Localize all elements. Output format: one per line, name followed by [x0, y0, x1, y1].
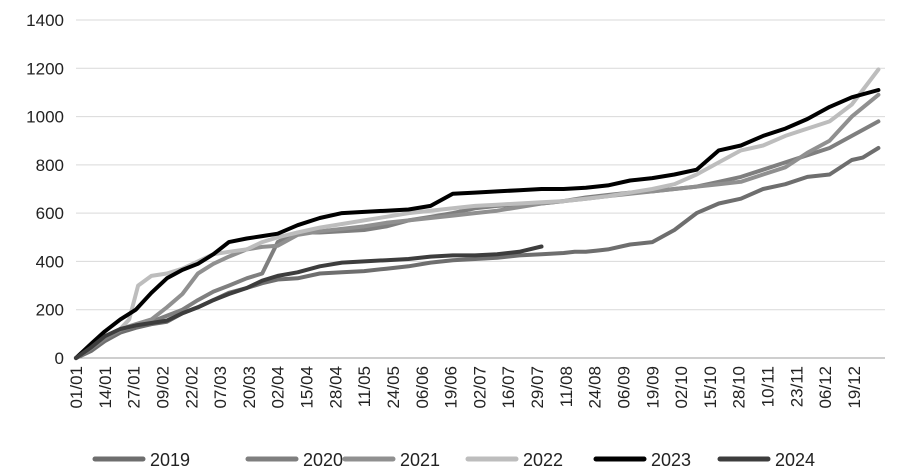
x-tick-label: 22/02: [182, 366, 201, 409]
x-tick-label: 19/09: [643, 366, 662, 409]
grid-lines: [76, 19, 885, 311]
series-line-2019: [74, 146, 881, 360]
series-lines: [74, 67, 881, 360]
x-tick-label: 15/04: [298, 366, 317, 409]
legend-label-2024: 2024: [775, 450, 815, 470]
x-tick-label: 01/01: [67, 366, 86, 409]
y-tick-label: 400: [36, 252, 64, 271]
x-tick-label: 15/10: [701, 366, 720, 409]
x-tick-label: 07/03: [211, 366, 230, 409]
x-tick-label: 24/08: [586, 366, 605, 409]
x-tick-label: 27/01: [125, 366, 144, 409]
legend-label-2023: 2023: [651, 450, 691, 470]
legend-label-2022: 2022: [523, 450, 563, 470]
y-tick-label: 1400: [26, 11, 64, 30]
x-tick-label: 19/06: [442, 366, 461, 409]
legend-label-2019: 2019: [150, 450, 190, 470]
x-tick-label: 14/01: [96, 366, 115, 409]
legend-label-2020: 2020: [303, 450, 343, 470]
x-tick-label: 10/11: [759, 366, 778, 407]
x-tick-label: 23/11: [787, 366, 806, 407]
y-tick-label: 1000: [26, 108, 64, 127]
x-tick-label: 28/04: [326, 366, 345, 409]
y-tick-label: 600: [36, 204, 64, 223]
legend: 2019 2020 2021 2022 2023 2024: [92, 450, 815, 470]
x-tick-label: 29/07: [528, 366, 547, 409]
x-tick-label: 19/12: [845, 366, 864, 409]
x-tick-label: 24/05: [384, 366, 403, 409]
y-tick-label: 0: [55, 349, 64, 368]
x-tick-label: 06/12: [816, 366, 835, 409]
y-tick-label: 800: [36, 156, 64, 175]
x-tick-label: 11/08: [557, 366, 576, 407]
legend-label-2021: 2021: [400, 450, 440, 470]
x-tick-label: 02/10: [672, 366, 691, 409]
x-tick-label: 02/04: [269, 366, 288, 409]
series-line-2020: [74, 119, 881, 360]
axes: 0 200 400 600 800 1000 1200 1400 01/01 14/01 27/01…: [26, 11, 885, 409]
y-tick-label: 1200: [26, 59, 64, 78]
x-tick-label: 09/02: [153, 366, 172, 409]
series-line-2022: [74, 67, 881, 360]
x-tick-label: 02/07: [470, 366, 489, 409]
series-line-2021: [74, 92, 881, 360]
x-tick-label: 06/09: [614, 366, 633, 409]
series-line-2023: [74, 88, 881, 360]
series-line-2024: [74, 244, 544, 360]
x-tick-label: 06/06: [413, 366, 432, 409]
x-tick-label: 11/05: [355, 366, 374, 407]
x-tick-label: 16/07: [499, 366, 518, 409]
x-tick-label: 20/03: [240, 366, 259, 409]
x-tick-label: 28/10: [730, 366, 749, 409]
y-tick-label: 200: [36, 301, 64, 320]
